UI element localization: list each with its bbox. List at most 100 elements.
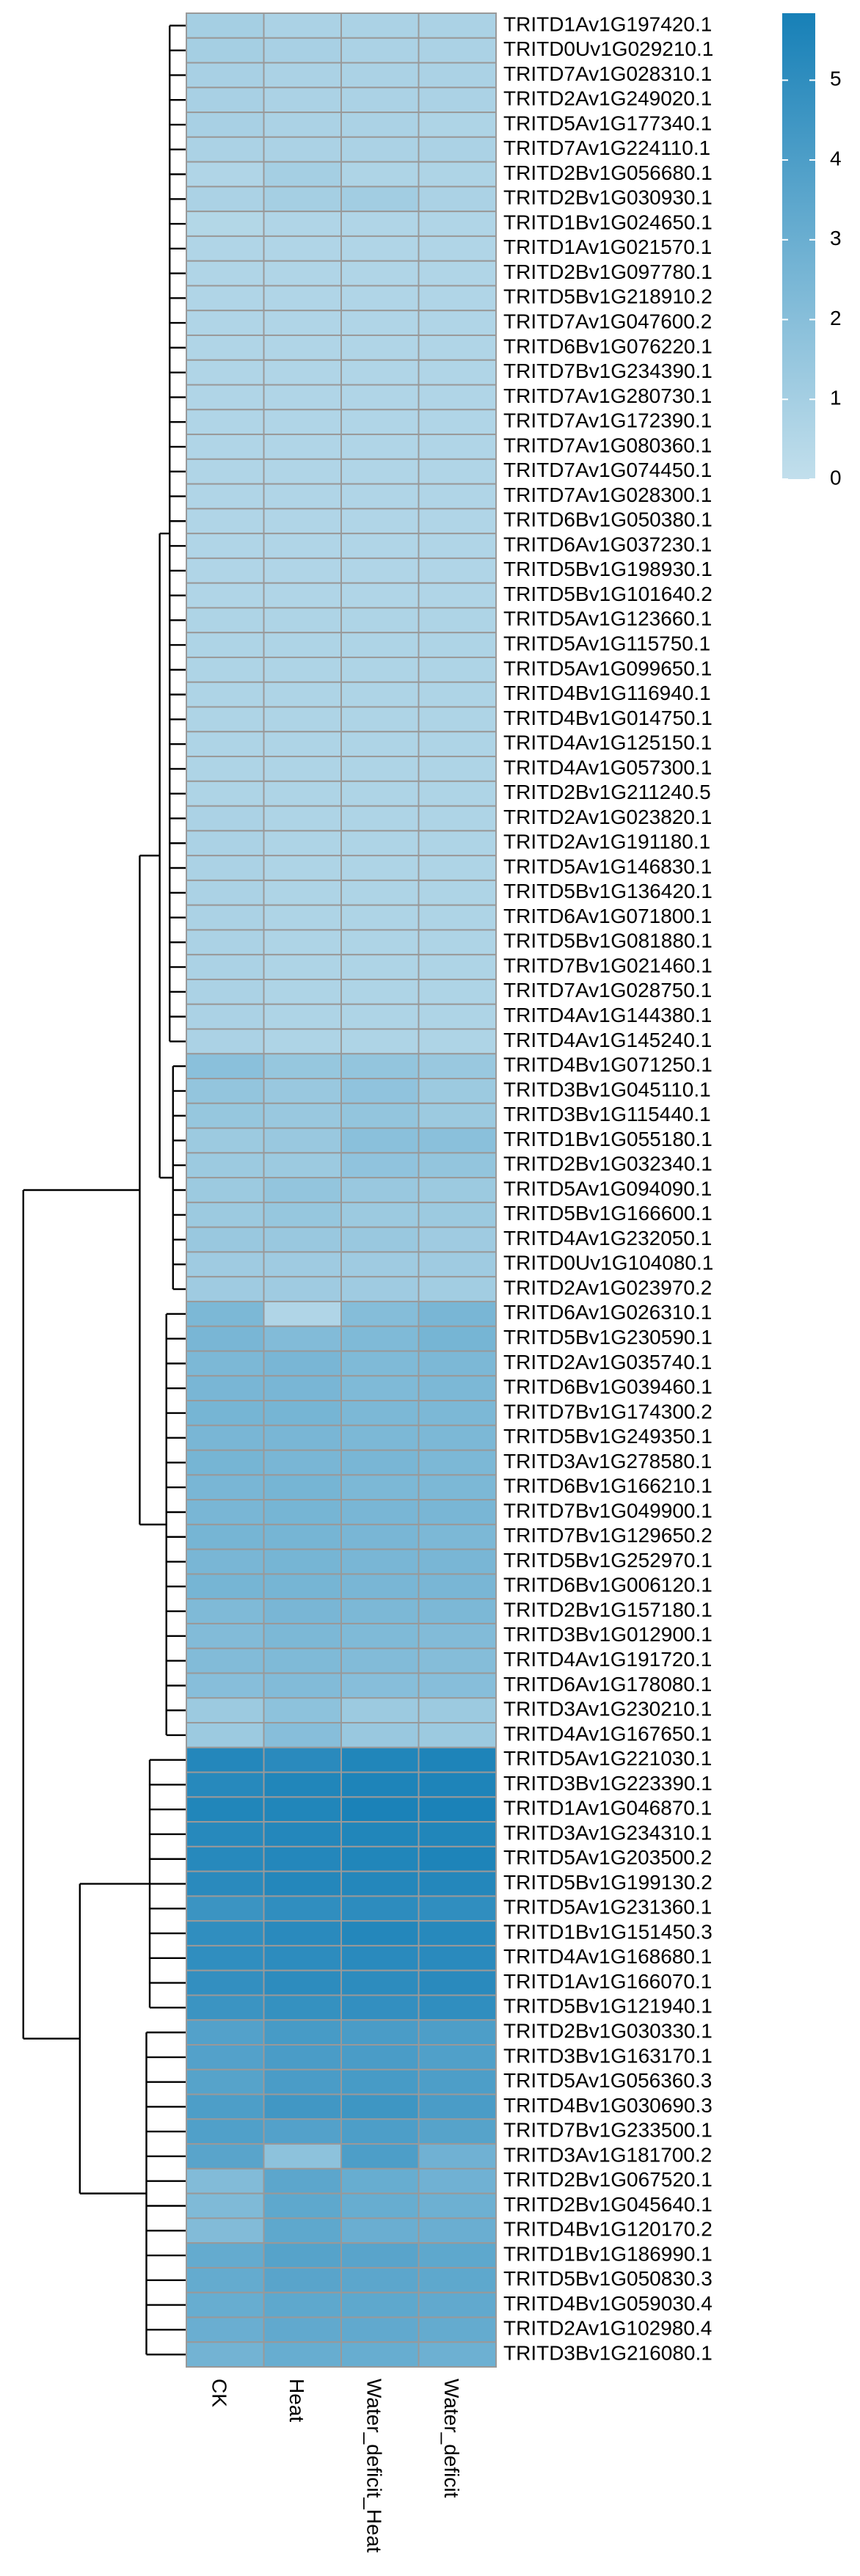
heatmap-cell [186,1771,265,1798]
row-label: TRITD5Av1G221030.1 [503,1747,712,1770]
heatmap-cell [186,334,265,361]
row-label: TRITD5Av1G123660.1 [503,607,712,630]
row-label: TRITD2Av1G023970.2 [503,1276,712,1299]
heatmap-cell [186,87,265,114]
heatmap-cell [418,285,497,312]
heatmap-cell [340,434,420,460]
heatmap-cell [186,1152,265,1179]
heatmap-cell [418,2291,497,2318]
heatmap-cell [340,681,420,708]
heatmap-cell [263,2291,342,2318]
heatmap-cell [186,1722,265,1748]
row-label: TRITD7Av1G028750.1 [503,979,712,1001]
row-label: TRITD5Bv1G101640.2 [503,583,713,605]
row-label: TRITD5Bv1G198930.1 [503,558,713,580]
heatmap-cell [263,12,342,39]
heatmap-cell [186,706,265,733]
heatmap-cell [418,434,497,460]
heatmap-cell [418,929,497,956]
heatmap-cell [340,1573,420,1600]
row-label: TRITD3Bv1G216080.1 [503,2342,713,2365]
row-label: TRITD1Av1G197420.1 [503,12,712,35]
heatmap-cell [263,756,342,782]
heatmap-cell [340,582,420,609]
heatmap-cell [186,1523,265,1550]
heatmap-cell [186,1796,265,1823]
heatmap-cell [263,1920,342,1946]
row-label: TRITD2Bv1G211240.5 [503,781,711,803]
heatmap-cell [186,409,265,436]
heatmap-cell [263,384,342,411]
heatmap-cell [340,483,420,510]
heatmap-cell [186,1622,265,1649]
heatmap-cell [263,285,342,312]
heatmap-cell [263,161,342,188]
heatmap-cell [186,1870,265,1897]
heatmap-cell [186,310,265,336]
heatmap-cell [186,1350,265,1377]
heatmap-cell [263,186,342,213]
heatmap-cell [418,112,497,138]
heatmap-cell [418,1672,497,1699]
heatmap-cell [263,1375,342,1402]
heatmap-cell [263,2167,342,2194]
heatmap-cell [340,1647,420,1674]
heatmap-cell [186,533,265,559]
row-label: TRITD3Av1G181700.2 [503,2143,712,2166]
heatmap-cell [418,1375,497,1402]
row-label: TRITD7Av1G280730.1 [503,384,712,407]
heatmap-cell [418,1053,497,1080]
row-label: TRITD3Av1G278580.1 [503,1450,712,1473]
row-label: TRITD5Av1G056360.3 [503,2069,712,2092]
heatmap-cell [418,2242,497,2269]
heatmap-cell [186,1573,265,1600]
heatmap-cell [418,1127,497,1154]
row-label: TRITD1Bv1G186990.1 [503,2242,713,2265]
heatmap-cell [418,1944,497,1971]
heatmap-cell [263,1969,342,1996]
row-label: TRITD1Av1G166070.1 [503,1970,712,1993]
colorbar [782,13,815,479]
heatmap-cell [263,2192,342,2219]
heatmap-cell [186,235,265,262]
heatmap-cell [340,1499,420,1525]
colorbar-label: 3 [830,227,842,249]
heatmap-cell [340,62,420,89]
heatmap-cell [418,656,497,683]
heatmap-cell [340,1598,420,1624]
heatmap-cell [186,483,265,510]
heatmap-cell [263,1821,342,1847]
heatmap-cell [418,136,497,163]
row-label: TRITD3Bv1G223390.1 [503,1772,713,1795]
heatmap-cell [418,904,497,931]
heatmap-cell [263,260,342,287]
heatmap-cell [186,1375,265,1402]
heatmap-cell [263,1078,342,1104]
row-label: TRITD4Bv1G120170.2 [503,2218,713,2241]
heatmap-cell [418,1300,497,1327]
row-label: TRITD1Bv1G055180.1 [503,1128,713,1150]
heatmap-cell [186,1127,265,1154]
heatmap-cell [418,1251,497,1278]
heatmap-cell [340,2093,420,2120]
heatmap-cell [418,978,497,1005]
heatmap-cell [263,1548,342,1575]
heatmap-cell [186,2019,265,2046]
heatmap-cell [263,607,342,634]
heatmap-cell [263,2341,342,2368]
heatmap-cell [418,1697,497,1724]
heatmap-cell [186,607,265,634]
row-label: TRITD4Av1G232050.1 [503,1227,712,1249]
row-label: TRITD5Av1G099650.1 [503,657,712,679]
heatmap-cell [263,1053,342,1080]
heatmap-cell [418,1771,497,1798]
heatmap-cell [418,1870,497,1897]
heatmap-cell [186,1845,265,1872]
heatmap-cell [263,1499,342,1525]
row-label: TRITD5Bv1G081880.1 [503,930,713,952]
heatmap-cell [186,1028,265,1055]
colorbar-label: 2 [830,307,842,329]
heatmap-cell [263,1746,342,1773]
heatmap-cell [186,1499,265,1525]
row-label: TRITD7Bv1G234390.1 [503,360,713,382]
